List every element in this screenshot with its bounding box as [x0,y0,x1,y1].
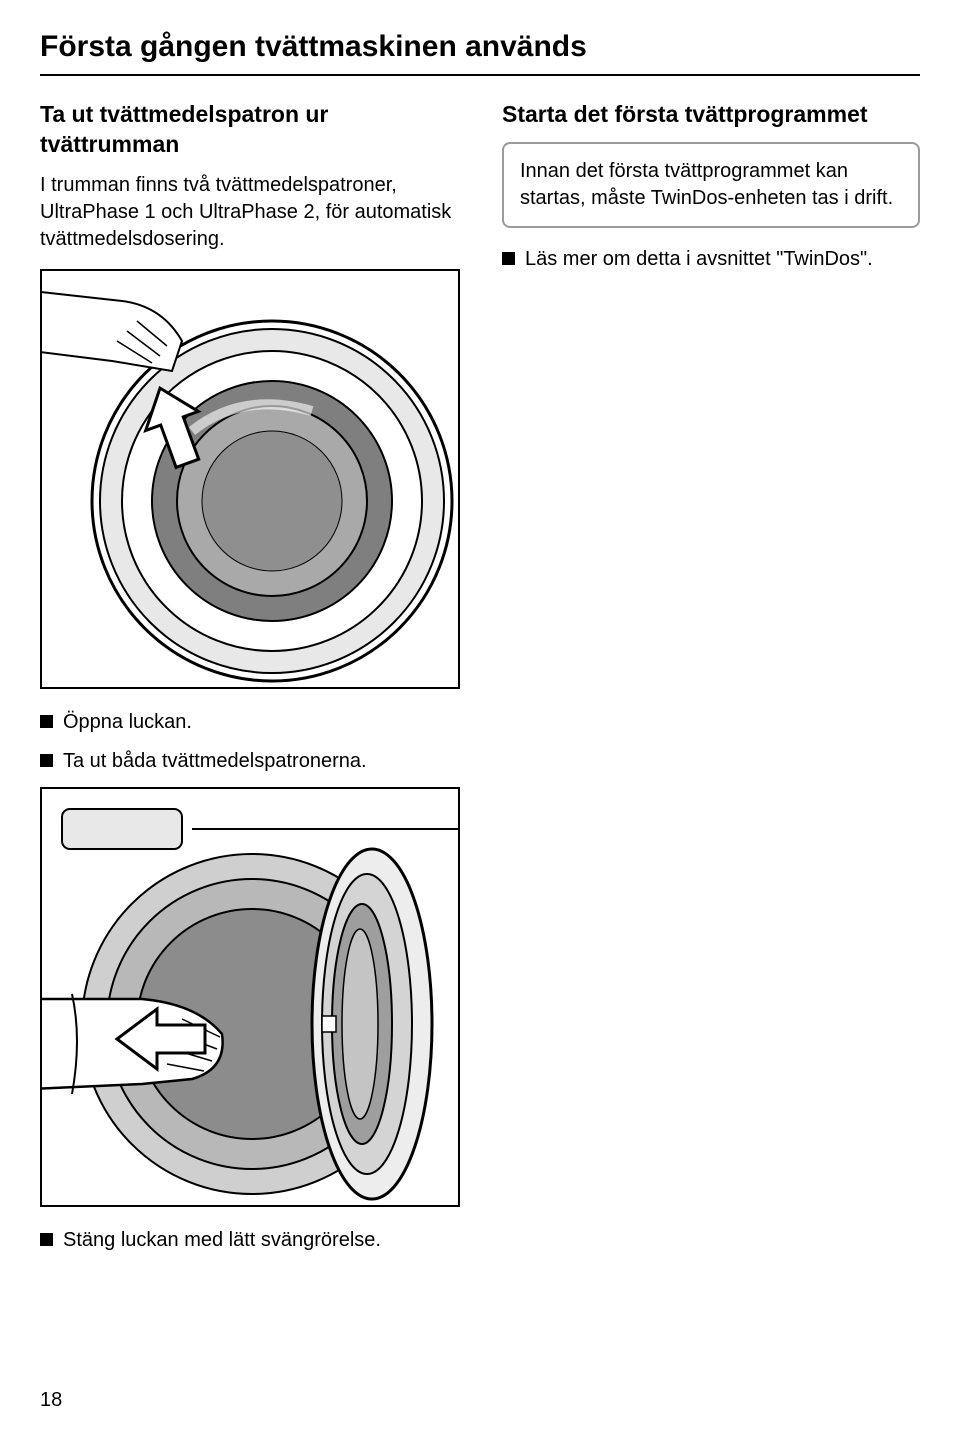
bullet-icon [40,1233,53,1246]
bullet-icon [40,754,53,767]
notice-text: Innan det första tvättprogrammet kan sta… [520,160,893,209]
step-close-door: Stäng luckan med lätt svängrörelse. [40,1227,470,1254]
step-open-label: Öppna luckan. [63,709,192,736]
readmore-text: Läs mer om detta i avsnittet "TwinDos". [525,246,873,273]
left-intro-text: I trumman finns två tvättmedelspatroner,… [40,172,470,253]
readmore-item: Läs mer om detta i avsnittet "TwinDos". [502,246,920,273]
step-open-door: Öppna luckan. [40,709,470,736]
washer-open-svg [42,271,460,689]
step-close-label: Stäng luckan med lätt svängrörelse. [63,1227,381,1254]
left-column: Ta ut tvättmedelspatron ur tvättrumman I… [40,100,470,1266]
content-columns: Ta ut tvättmedelspatron ur tvättrumman I… [40,100,920,1266]
page-number: 18 [40,1389,62,1412]
washer-close-svg [42,789,460,1207]
page-title: Första gången tvättmaskinen används [40,30,920,76]
step-remove-cartridges: Ta ut båda tvättmedelspatronerna. [40,748,470,775]
right-heading: Starta det första tvättprogrammet [502,100,920,130]
bullet-icon [502,252,515,265]
illustration-close-door [40,787,460,1207]
right-column: Starta det första tvättprogrammet Innan … [502,100,920,1266]
bullet-icon [40,715,53,728]
illustration-open-door [40,269,460,689]
step-remove-label: Ta ut båda tvättmedelspatronerna. [63,748,367,775]
left-heading: Ta ut tvättmedelspatron ur tvättrumman [40,100,470,160]
notice-box: Innan det första tvättprogrammet kan sta… [502,142,920,228]
